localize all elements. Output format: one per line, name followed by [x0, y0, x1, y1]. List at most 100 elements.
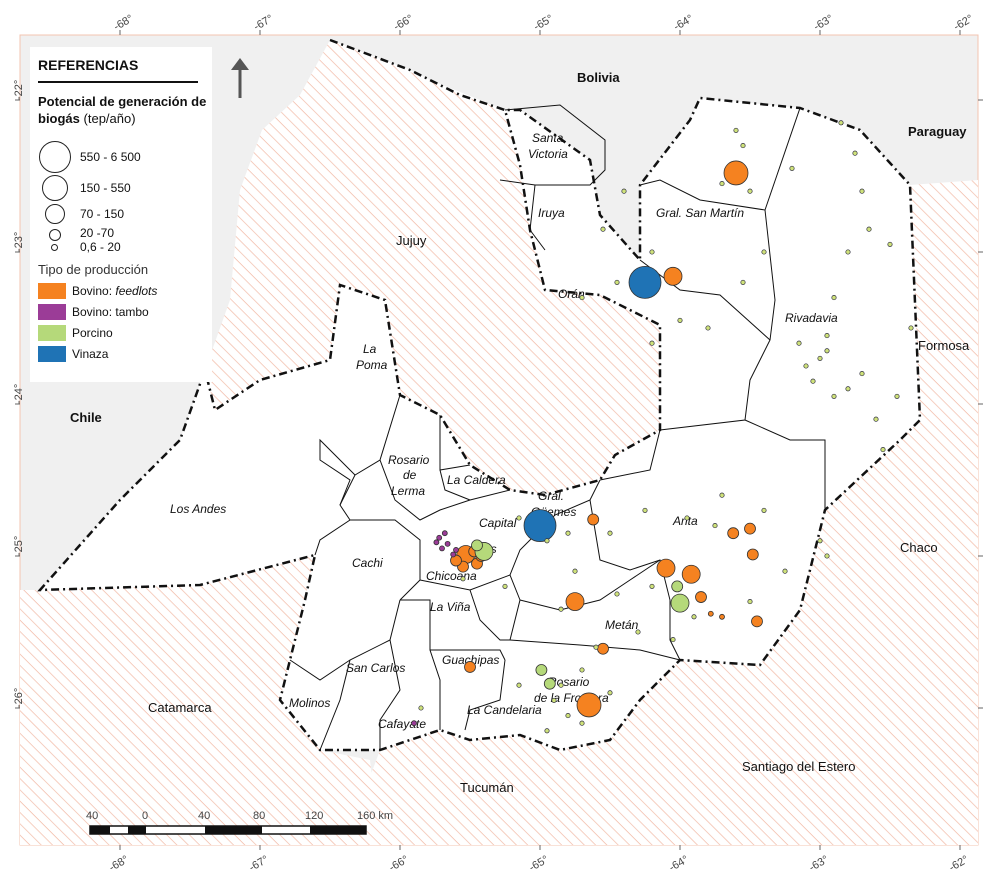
point-porcino-small [747, 599, 753, 605]
legend-type-italic: feedlots [115, 284, 158, 298]
point-porcino-small [649, 340, 655, 346]
legend-type-prefix: Bovino: [72, 284, 116, 298]
scale-label-2: 40 [198, 810, 210, 822]
point-porcino-small [614, 279, 620, 285]
legend-title: REFERENCIAS [38, 57, 139, 73]
dept-molinos: Molinos [289, 696, 330, 710]
point-feedlots [565, 592, 585, 611]
lon-label-bottom: -63° [807, 854, 831, 875]
lon-label-bottom: -65° [527, 854, 551, 875]
legend-size-label: 0,6 - 20 [80, 240, 121, 254]
point-porcino-small [579, 720, 585, 726]
dept-cafayate: Cafayate [378, 717, 426, 731]
dept-cachi: Cachi [352, 556, 383, 570]
point-porcino-small [824, 348, 830, 354]
province-label-chaco: Chaco [900, 540, 938, 555]
point-feedlots [695, 591, 707, 603]
province-catamarca [20, 555, 380, 845]
point-porcino-small [740, 279, 746, 285]
point-tambo [444, 540, 451, 547]
size-circle-icon [42, 175, 68, 201]
latitude-ticks-right: -22° -23° -24° -25° -26° [978, 99, 1000, 728]
point-porcino-small [873, 416, 879, 422]
point-porcino-small [544, 728, 550, 734]
point-tambo [411, 720, 417, 727]
point-porcino-small [747, 188, 753, 194]
point-feedlots [597, 642, 609, 655]
legend-type-porcino: Porcino [38, 325, 208, 343]
point-vinaza [628, 265, 662, 299]
point-feedlots [723, 160, 749, 186]
lon-label-top: -63° [812, 13, 836, 34]
size-circle-icon [49, 229, 61, 241]
point-porcino-small [516, 682, 522, 688]
point-porcino [471, 539, 483, 552]
point-feedlots [576, 692, 602, 718]
point-porcino-small [649, 583, 655, 589]
point-porcino-small [810, 378, 816, 384]
legend-size-2: 150 - 550 [30, 175, 212, 201]
point-porcino-small [859, 188, 865, 194]
dept-guachipas: Guachipas [442, 653, 499, 667]
point-porcino-small [705, 325, 711, 331]
point-porcino [671, 580, 684, 593]
legend-type-label: Vinaza [72, 347, 109, 361]
province-santiago [515, 610, 978, 845]
legend-divider [38, 81, 198, 83]
point-porcino-small [600, 226, 606, 232]
point-vinaza [523, 509, 557, 542]
point-porcino-small [719, 181, 725, 187]
province-label-tucuman: Tucumán [460, 780, 514, 795]
lat-label-right: -22° [997, 100, 1000, 120]
point-porcino-small [558, 606, 564, 612]
point-porcino-small [824, 333, 830, 339]
point-porcino [670, 593, 690, 613]
dept-rosario-lerma-2: de [403, 468, 417, 482]
dept-iruya: Iruya [538, 206, 565, 220]
dept-la-candelaria: La Candelaria [467, 703, 542, 717]
point-feedlots [727, 527, 740, 540]
point-porcino-small [824, 553, 830, 559]
dept-guemes: Gral. [538, 489, 564, 503]
point-porcino-small [796, 340, 802, 346]
size-circle-icon [45, 204, 65, 224]
lat-label-left: -23° [13, 232, 25, 252]
lon-label-bottom: -66° [387, 854, 411, 875]
legend-type-vinaza: Vinaza [38, 346, 208, 364]
point-porcino-small [516, 515, 522, 521]
point-porcino-small [761, 507, 767, 513]
country-paraguay: Paraguay [908, 124, 967, 139]
legend-size-title-text: Potencial de generación de biogás [38, 94, 207, 126]
lat-label-right: -23° [997, 252, 1000, 272]
dept-la-poma: La [363, 342, 377, 356]
legend-size-label: 150 - 550 [80, 181, 131, 195]
lon-label-bottom: -67° [247, 854, 271, 875]
dept-capital: Capital [479, 516, 517, 530]
legend-type-feedlots: Bovino: feedlots [38, 283, 208, 301]
point-porcino-small [831, 295, 837, 301]
point-porcino-small [866, 226, 872, 232]
point-feedlots [681, 564, 701, 584]
legend-size-unit: (tep/año) [83, 111, 136, 126]
dept-oran: Orán [558, 287, 585, 301]
point-porcino-small [502, 583, 508, 589]
legend-size-5: 0,6 - 20 [30, 240, 212, 264]
province-label-jujuy: Jujuy [396, 233, 427, 248]
point-feedlots [663, 266, 683, 286]
point-porcino-small [649, 249, 655, 255]
point-porcino-small [418, 705, 424, 711]
point-feedlots [744, 522, 756, 535]
point-porcino-small [635, 629, 641, 635]
dept-rosario-frontera: Rosario [548, 675, 590, 689]
point-feedlots [719, 613, 725, 620]
point-porcino-small [852, 150, 858, 156]
point-porcino-small [845, 386, 851, 392]
legend-size-label: 70 - 150 [80, 207, 125, 221]
point-tambo [439, 545, 445, 552]
dept-la-poma-2: Poma [356, 358, 388, 372]
lat-label-right: -26° [997, 708, 1000, 728]
lon-label-top: -64° [672, 13, 696, 34]
point-feedlots [464, 661, 476, 673]
point-porcino-small [670, 637, 676, 643]
point-porcino-small [908, 325, 914, 331]
